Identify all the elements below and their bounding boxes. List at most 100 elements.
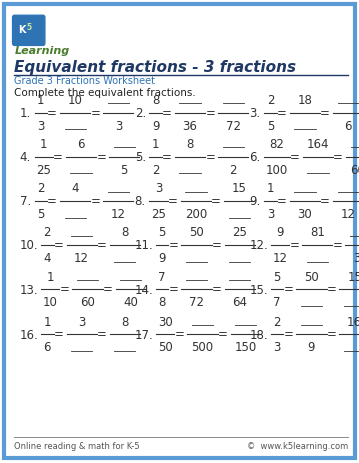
Text: 1.: 1. bbox=[20, 107, 31, 120]
Text: 3: 3 bbox=[267, 208, 274, 221]
Text: 15: 15 bbox=[232, 182, 247, 195]
Text: 9: 9 bbox=[276, 226, 284, 239]
Text: 72: 72 bbox=[226, 120, 241, 133]
Text: 164: 164 bbox=[307, 138, 329, 151]
Text: 10: 10 bbox=[43, 296, 58, 309]
Text: =: = bbox=[320, 195, 330, 208]
Text: 1: 1 bbox=[40, 138, 47, 151]
Text: 1: 1 bbox=[267, 182, 274, 195]
Text: 6: 6 bbox=[344, 120, 352, 133]
Text: =: = bbox=[277, 195, 287, 208]
Text: 9: 9 bbox=[158, 252, 166, 265]
Text: Learning: Learning bbox=[14, 46, 70, 56]
Text: 13.: 13. bbox=[20, 283, 38, 296]
Text: 15.: 15. bbox=[250, 283, 268, 296]
Text: =: = bbox=[284, 283, 293, 296]
Text: 30: 30 bbox=[298, 208, 312, 221]
Text: 16.: 16. bbox=[20, 328, 38, 341]
Text: 5: 5 bbox=[27, 23, 32, 32]
Text: 7.: 7. bbox=[20, 195, 31, 208]
Text: 8.: 8. bbox=[135, 195, 146, 208]
Text: 500: 500 bbox=[191, 341, 214, 354]
Text: 6: 6 bbox=[77, 138, 85, 151]
Text: 40: 40 bbox=[123, 296, 138, 309]
Text: 12: 12 bbox=[111, 208, 126, 221]
Text: =: = bbox=[47, 195, 57, 208]
Text: =: = bbox=[284, 328, 293, 341]
Text: 36: 36 bbox=[353, 252, 359, 265]
Text: 11.: 11. bbox=[135, 239, 153, 252]
Text: 3: 3 bbox=[115, 120, 122, 133]
Text: =: = bbox=[96, 151, 106, 164]
Text: 3: 3 bbox=[155, 182, 162, 195]
Text: =: = bbox=[212, 239, 222, 252]
Text: 8: 8 bbox=[121, 315, 129, 328]
Text: 2: 2 bbox=[229, 164, 237, 177]
Text: 8: 8 bbox=[152, 94, 159, 107]
Text: 50: 50 bbox=[189, 226, 204, 239]
Text: 4: 4 bbox=[71, 182, 79, 195]
Text: =: = bbox=[290, 151, 300, 164]
Text: =: = bbox=[205, 107, 215, 120]
Text: 100: 100 bbox=[266, 164, 288, 177]
Text: =: = bbox=[168, 195, 178, 208]
Text: 6.: 6. bbox=[250, 151, 261, 164]
Text: 8: 8 bbox=[186, 138, 194, 151]
Text: Online reading & math for K-5: Online reading & math for K-5 bbox=[14, 441, 140, 450]
Text: =: = bbox=[54, 328, 64, 341]
Text: =: = bbox=[212, 283, 222, 296]
Text: 2: 2 bbox=[43, 226, 51, 239]
Text: =: = bbox=[218, 328, 228, 341]
Text: =: = bbox=[53, 151, 63, 164]
Text: 150: 150 bbox=[234, 341, 257, 354]
Text: 81: 81 bbox=[310, 226, 325, 239]
Text: 2: 2 bbox=[267, 94, 274, 107]
Text: 9.: 9. bbox=[250, 195, 261, 208]
Text: 15: 15 bbox=[347, 270, 359, 283]
Text: 12: 12 bbox=[341, 208, 356, 221]
Text: =: = bbox=[320, 107, 330, 120]
Text: =: = bbox=[90, 107, 100, 120]
Text: 3: 3 bbox=[37, 120, 45, 133]
Text: 17.: 17. bbox=[135, 328, 153, 341]
Text: 60: 60 bbox=[80, 296, 95, 309]
Text: =: = bbox=[327, 283, 336, 296]
Text: 14.: 14. bbox=[135, 283, 153, 296]
Text: 2.: 2. bbox=[135, 107, 146, 120]
Text: 82: 82 bbox=[270, 138, 284, 151]
FancyBboxPatch shape bbox=[13, 16, 45, 46]
Text: 5: 5 bbox=[267, 120, 274, 133]
Text: 200: 200 bbox=[185, 208, 207, 221]
Text: =: = bbox=[97, 239, 107, 252]
Text: =: = bbox=[60, 283, 69, 296]
Text: 12.: 12. bbox=[250, 239, 268, 252]
Text: 600: 600 bbox=[350, 164, 359, 177]
Text: =: = bbox=[90, 195, 100, 208]
Text: 25: 25 bbox=[232, 226, 247, 239]
Text: 2: 2 bbox=[273, 315, 281, 328]
Text: 25: 25 bbox=[36, 164, 51, 177]
Text: 5: 5 bbox=[273, 270, 281, 283]
Text: =: = bbox=[174, 328, 184, 341]
Text: 5: 5 bbox=[158, 226, 166, 239]
Text: 5: 5 bbox=[121, 164, 128, 177]
Text: ©  www.k5learning.com: © www.k5learning.com bbox=[247, 441, 348, 450]
Text: 72: 72 bbox=[189, 296, 204, 309]
Text: 36: 36 bbox=[183, 120, 197, 133]
Text: 10.: 10. bbox=[20, 239, 38, 252]
Text: =: = bbox=[162, 151, 172, 164]
Text: 5: 5 bbox=[37, 208, 45, 221]
Text: Equivalent fractions - 3 fractions: Equivalent fractions - 3 fractions bbox=[14, 60, 297, 75]
Text: 10: 10 bbox=[68, 94, 83, 107]
Text: =: = bbox=[289, 239, 299, 252]
Text: 30: 30 bbox=[158, 315, 173, 328]
Text: 7: 7 bbox=[273, 296, 281, 309]
Text: 5.: 5. bbox=[135, 151, 146, 164]
Text: 4.: 4. bbox=[20, 151, 31, 164]
Text: =: = bbox=[205, 151, 215, 164]
Text: 9: 9 bbox=[152, 120, 159, 133]
Text: =: = bbox=[327, 328, 336, 341]
Text: =: = bbox=[277, 107, 287, 120]
Text: =: = bbox=[47, 107, 57, 120]
Text: 3: 3 bbox=[273, 341, 281, 354]
